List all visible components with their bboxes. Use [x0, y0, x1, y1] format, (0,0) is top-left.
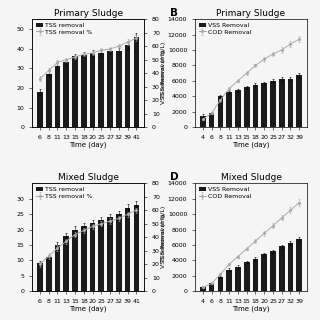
Y-axis label: TSS Removal %: TSS Removal %: [161, 49, 166, 98]
Bar: [209, 284, 214, 291]
Bar: [116, 214, 122, 291]
Bar: [63, 62, 69, 127]
Bar: [209, 113, 214, 127]
Bar: [279, 246, 284, 291]
Bar: [81, 54, 87, 127]
Bar: [270, 81, 276, 127]
Bar: [296, 239, 302, 291]
Title: Mixed Sludge: Mixed Sludge: [220, 173, 282, 182]
X-axis label: Time (day): Time (day): [232, 141, 270, 148]
Bar: [99, 52, 104, 127]
Text: B: B: [170, 8, 178, 19]
Bar: [72, 229, 78, 291]
Bar: [218, 96, 223, 127]
Legend: TSS removal, TSS removal %: TSS removal, TSS removal %: [35, 186, 93, 199]
Y-axis label: TSS Removal %: TSS Removal %: [161, 213, 166, 262]
Bar: [235, 267, 241, 291]
X-axis label: Time (day): Time (day): [69, 141, 107, 148]
Bar: [261, 83, 267, 127]
Bar: [81, 227, 87, 291]
Bar: [270, 251, 276, 291]
Bar: [99, 220, 104, 291]
Bar: [279, 79, 284, 127]
Bar: [90, 52, 95, 127]
Title: Primary Sludge: Primary Sludge: [54, 9, 123, 19]
X-axis label: Time (day): Time (day): [69, 305, 107, 312]
Bar: [72, 57, 78, 127]
Bar: [200, 116, 206, 127]
Legend: VSS Removal, COD Removal: VSS Removal, COD Removal: [198, 22, 252, 35]
Y-axis label: VSS removal (mg/L): VSS removal (mg/L): [161, 206, 166, 268]
Title: Mixed Sludge: Mixed Sludge: [58, 173, 119, 182]
Bar: [107, 217, 113, 291]
Title: Primary Sludge: Primary Sludge: [216, 9, 285, 19]
Bar: [37, 263, 43, 291]
Bar: [244, 87, 250, 127]
Bar: [226, 270, 232, 291]
Bar: [200, 287, 206, 291]
Bar: [125, 208, 131, 291]
Bar: [252, 259, 258, 291]
Bar: [125, 45, 131, 127]
Bar: [244, 262, 250, 291]
Bar: [116, 51, 122, 127]
Bar: [218, 277, 223, 291]
Bar: [46, 257, 52, 291]
Bar: [252, 85, 258, 127]
Bar: [296, 76, 302, 127]
Bar: [55, 66, 60, 127]
Bar: [107, 51, 113, 127]
Bar: [133, 37, 139, 127]
Bar: [288, 244, 293, 291]
Legend: VSS Removal, COD Removal: VSS Removal, COD Removal: [198, 186, 252, 199]
Bar: [288, 79, 293, 127]
X-axis label: Time (day): Time (day): [232, 305, 270, 312]
Text: D: D: [170, 172, 179, 182]
Bar: [261, 254, 267, 291]
Bar: [226, 92, 232, 127]
Bar: [90, 223, 95, 291]
Bar: [63, 236, 69, 291]
Bar: [55, 245, 60, 291]
Bar: [235, 90, 241, 127]
Bar: [37, 92, 43, 127]
Bar: [46, 74, 52, 127]
Bar: [133, 205, 139, 291]
Y-axis label: VSS removal (mg/L): VSS removal (mg/L): [161, 42, 166, 104]
Legend: TSS removal, TSS removal %: TSS removal, TSS removal %: [35, 22, 93, 35]
